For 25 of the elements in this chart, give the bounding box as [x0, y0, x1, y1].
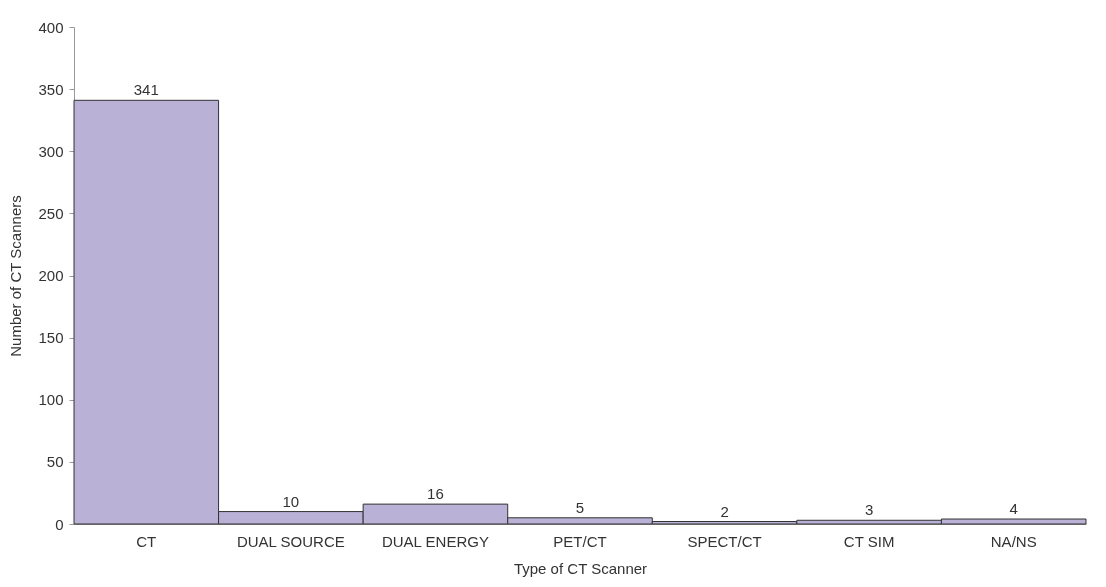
x-axis-title: Type of CT Scanner: [513, 559, 648, 577]
y-axis-title: Number of CT Scanners: [7, 195, 25, 357]
data-label: 16: [427, 485, 444, 503]
x-tick-label: CT: [136, 532, 157, 550]
x-tick-label: CT SIM: [843, 532, 895, 550]
data-label: 4: [1009, 500, 1018, 518]
data-label: 10: [282, 492, 300, 510]
y-tick-label: 300: [38, 142, 64, 160]
x-tick-label: NA/NS: [990, 532, 1037, 550]
y-tick-label: 400: [38, 18, 64, 36]
x-tick-label: DUAL ENERGY: [381, 532, 489, 550]
y-tick-label: 100: [38, 391, 64, 409]
y-tick-label: 150: [38, 329, 64, 347]
x-tick-label: SPECT/CT: [687, 532, 762, 550]
y-tick-label: 0: [55, 515, 64, 533]
x-tick-label: DUAL SOURCE: [236, 532, 345, 550]
data-label: 3: [864, 501, 874, 519]
y-tick-label: 200: [38, 267, 64, 284]
y-tick-label: 50: [46, 453, 64, 471]
x-tick-label: PET/CT: [553, 532, 607, 550]
data-label: 341: [133, 81, 159, 99]
data-label: 5: [575, 498, 585, 516]
data-label: 2: [720, 502, 729, 520]
y-tick-label: 250: [38, 204, 64, 222]
y-tick-label: 350: [38, 80, 64, 98]
